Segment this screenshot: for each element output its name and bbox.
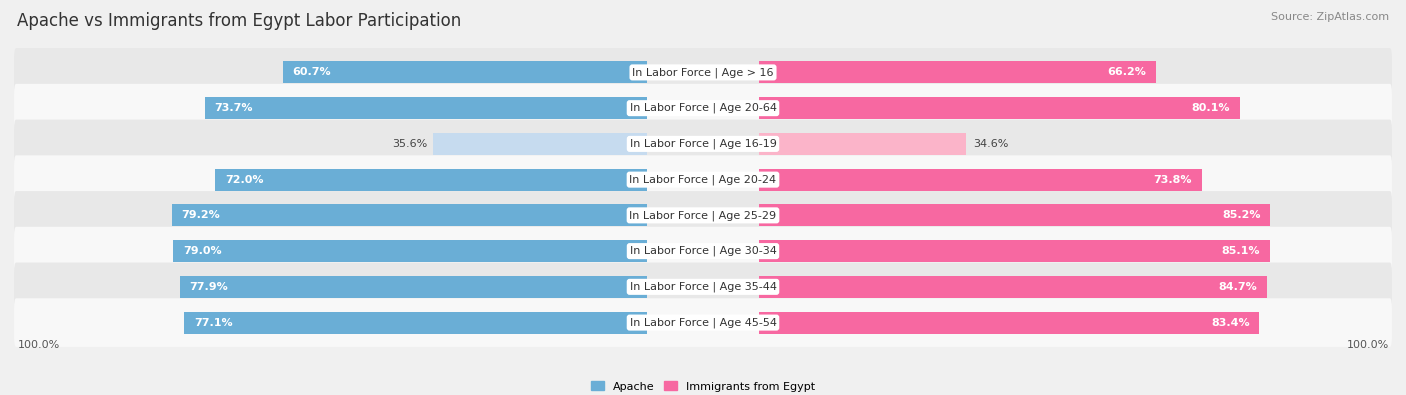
Text: In Labor Force | Age 25-29: In Labor Force | Age 25-29 bbox=[630, 210, 776, 221]
Text: In Labor Force | Age 20-24: In Labor Force | Age 20-24 bbox=[630, 174, 776, 185]
FancyBboxPatch shape bbox=[14, 227, 1392, 275]
Text: 73.8%: 73.8% bbox=[1153, 175, 1192, 184]
Bar bbox=[759, 276, 1267, 298]
Text: 77.1%: 77.1% bbox=[194, 318, 233, 327]
FancyBboxPatch shape bbox=[14, 120, 1392, 168]
Text: 84.7%: 84.7% bbox=[1219, 282, 1257, 292]
Text: 85.2%: 85.2% bbox=[1222, 211, 1260, 220]
FancyBboxPatch shape bbox=[14, 155, 1392, 204]
FancyBboxPatch shape bbox=[14, 191, 1392, 240]
Text: 34.6%: 34.6% bbox=[973, 139, 1008, 149]
Bar bbox=[184, 312, 647, 334]
Bar bbox=[180, 276, 647, 298]
FancyBboxPatch shape bbox=[14, 48, 1392, 97]
Bar bbox=[205, 97, 647, 119]
Text: 35.6%: 35.6% bbox=[392, 139, 427, 149]
FancyBboxPatch shape bbox=[14, 84, 1392, 132]
Text: 66.2%: 66.2% bbox=[1108, 68, 1146, 77]
Text: 100.0%: 100.0% bbox=[17, 340, 59, 350]
Bar bbox=[215, 169, 647, 191]
FancyBboxPatch shape bbox=[14, 298, 1392, 347]
Bar bbox=[283, 61, 647, 83]
Bar bbox=[759, 204, 1270, 226]
Text: In Labor Force | Age 30-34: In Labor Force | Age 30-34 bbox=[630, 246, 776, 256]
Bar bbox=[759, 312, 1260, 334]
Text: 83.4%: 83.4% bbox=[1211, 318, 1250, 327]
Bar bbox=[759, 97, 1240, 119]
Legend: Apache, Immigrants from Egypt: Apache, Immigrants from Egypt bbox=[586, 377, 820, 395]
Text: In Labor Force | Age 35-44: In Labor Force | Age 35-44 bbox=[630, 282, 776, 292]
FancyBboxPatch shape bbox=[14, 263, 1392, 311]
Text: 100.0%: 100.0% bbox=[1347, 340, 1389, 350]
Text: 60.7%: 60.7% bbox=[292, 68, 332, 77]
Bar bbox=[759, 61, 1156, 83]
Text: Apache vs Immigrants from Egypt Labor Participation: Apache vs Immigrants from Egypt Labor Pa… bbox=[17, 12, 461, 30]
Bar bbox=[173, 240, 647, 262]
Text: 72.0%: 72.0% bbox=[225, 175, 263, 184]
Text: 85.1%: 85.1% bbox=[1222, 246, 1260, 256]
Text: 79.2%: 79.2% bbox=[181, 211, 221, 220]
Bar bbox=[759, 240, 1270, 262]
Text: Source: ZipAtlas.com: Source: ZipAtlas.com bbox=[1271, 12, 1389, 22]
Text: 77.9%: 77.9% bbox=[190, 282, 228, 292]
Text: 79.0%: 79.0% bbox=[183, 246, 221, 256]
Text: In Labor Force | Age 45-54: In Labor Force | Age 45-54 bbox=[630, 317, 776, 328]
Text: 80.1%: 80.1% bbox=[1191, 103, 1230, 113]
Text: In Labor Force | Age 20-64: In Labor Force | Age 20-64 bbox=[630, 103, 776, 113]
Bar bbox=[433, 133, 647, 155]
Text: In Labor Force | Age 16-19: In Labor Force | Age 16-19 bbox=[630, 139, 776, 149]
Text: In Labor Force | Age > 16: In Labor Force | Age > 16 bbox=[633, 67, 773, 78]
Text: 73.7%: 73.7% bbox=[215, 103, 253, 113]
Bar bbox=[759, 169, 1202, 191]
Bar bbox=[172, 204, 647, 226]
Bar bbox=[759, 133, 966, 155]
